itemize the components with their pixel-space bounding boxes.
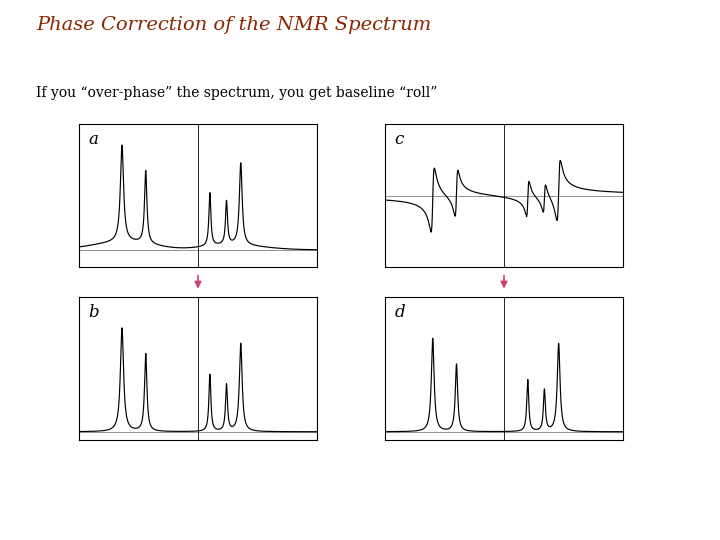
Text: Phase Correction of the NMR Spectrum: Phase Correction of the NMR Spectrum [36, 16, 431, 34]
Text: d: d [395, 304, 405, 321]
Text: a: a [89, 131, 99, 148]
Text: b: b [89, 304, 99, 321]
Text: If you “over-phase” the spectrum, you get baseline “roll”: If you “over-phase” the spectrum, you ge… [36, 86, 437, 100]
Text: c: c [395, 131, 404, 148]
